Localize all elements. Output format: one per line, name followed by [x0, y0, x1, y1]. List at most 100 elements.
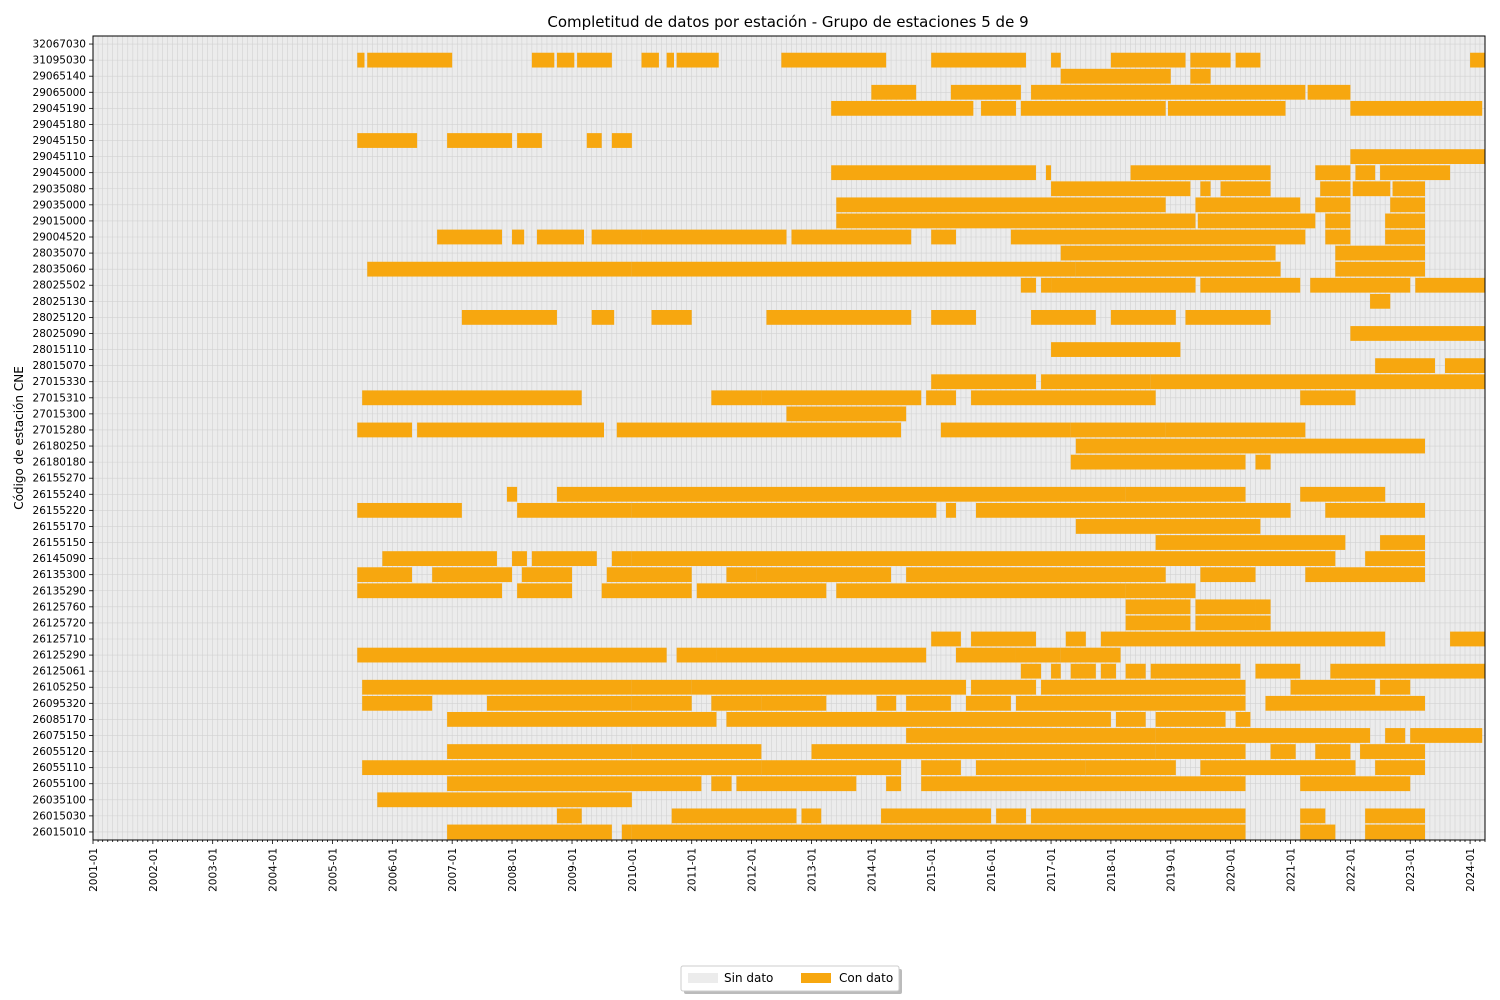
data-bar	[357, 133, 418, 148]
data-bar	[1255, 615, 1271, 631]
y-tick-label: 27015280	[33, 424, 86, 436]
data-bar	[1350, 326, 1485, 341]
data-bar	[1130, 165, 1271, 181]
data-bar	[876, 695, 897, 711]
data-bar	[437, 229, 503, 245]
y-axis-ticks: 32067030 31095030 29065140 29065000 29045190…	[33, 39, 93, 838]
data-bar	[1307, 84, 1351, 100]
x-tick-label: 2020-01	[1226, 848, 1238, 892]
data-bar	[641, 52, 659, 68]
data-bar	[1200, 567, 1256, 583]
data-bar	[1155, 712, 1226, 727]
x-tick-label: 2019-01	[1166, 848, 1178, 892]
data-bar	[1315, 744, 1351, 759]
data-bar	[1320, 181, 1351, 197]
x-tick-label: 2002-01	[148, 848, 160, 892]
data-bar	[357, 52, 365, 68]
x-tick-label: 2015-01	[926, 848, 938, 892]
data-bar	[1450, 631, 1485, 647]
data-bar	[1125, 583, 1196, 599]
y-tick-label: 29045150	[33, 135, 86, 147]
data-bar	[1375, 358, 1435, 374]
data-bar	[801, 808, 822, 824]
data-bar	[1110, 52, 1186, 68]
data-bar	[1150, 663, 1241, 679]
y-tick-label: 29004520	[33, 232, 86, 244]
data-bar	[517, 502, 632, 518]
data-bar	[940, 422, 1071, 438]
x-tick-label: 2024-01	[1465, 848, 1477, 892]
data-bar	[521, 567, 573, 583]
data-bar	[1235, 712, 1251, 727]
data-bar	[691, 679, 966, 695]
data-bar	[1125, 663, 1146, 679]
data-bar	[1075, 261, 1281, 277]
data-bar	[1352, 181, 1391, 197]
x-tick-label: 2009-01	[567, 848, 579, 892]
data-bar	[631, 744, 762, 759]
data-bar	[1380, 535, 1425, 550]
data-bar	[831, 165, 1036, 181]
y-tick-label: 29065000	[33, 87, 86, 99]
data-bar	[756, 567, 892, 583]
data-bar	[512, 551, 527, 566]
data-bar	[651, 310, 692, 325]
data-bar	[1355, 165, 1376, 181]
data-bar	[1115, 712, 1146, 727]
data-bar	[556, 486, 1126, 502]
y-axis-label: Código de estación CNE	[12, 366, 26, 510]
data-bar	[486, 695, 632, 711]
data-bar	[971, 679, 1036, 695]
data-bar	[1470, 52, 1485, 68]
data-bar	[791, 229, 912, 245]
data-bar	[1385, 213, 1425, 229]
data-bar	[591, 310, 615, 325]
data-bar	[761, 390, 922, 406]
data-bar	[1031, 310, 1096, 325]
data-bar	[1385, 728, 1406, 743]
data-bar	[1051, 52, 1061, 68]
y-tick-label: 26095320	[33, 698, 86, 710]
data-bar	[1155, 535, 1346, 550]
data-bar	[1255, 663, 1301, 679]
data-bar	[461, 310, 557, 325]
data-bar	[1020, 277, 1036, 293]
y-tick-label: 29015000	[33, 215, 86, 227]
x-tick-label: 2008-01	[507, 848, 519, 892]
data-bar	[1031, 808, 1246, 824]
data-bar	[716, 647, 927, 663]
data-bar	[1190, 68, 1211, 84]
y-tick-label: 26125061	[33, 666, 86, 678]
x-tick-label: 2003-01	[208, 848, 220, 892]
data-bar	[1195, 197, 1301, 213]
data-bar	[447, 133, 513, 148]
data-bar	[906, 695, 951, 711]
data-bar	[1155, 728, 1371, 743]
data-bar	[996, 808, 1026, 824]
data-bar	[1360, 744, 1425, 759]
data-bar	[1015, 647, 1061, 663]
data-bar	[696, 583, 827, 599]
data-bar	[1315, 165, 1351, 181]
data-bar	[711, 695, 762, 711]
data-bar	[447, 712, 717, 727]
data-bar	[1300, 808, 1326, 824]
data-bar	[1265, 695, 1425, 711]
data-bar	[726, 567, 757, 583]
data-bar	[1070, 422, 1166, 438]
x-tick-label: 2017-01	[1046, 848, 1058, 892]
y-tick-label: 28025120	[33, 312, 86, 324]
y-tick-label: 26180180	[33, 457, 86, 469]
data-bar	[606, 567, 692, 583]
data-bar	[616, 422, 902, 438]
legend-label-con-dato: Con dato	[839, 971, 893, 985]
data-bar	[1200, 277, 1301, 293]
data-bar	[836, 583, 1126, 599]
data-bar	[1392, 181, 1425, 197]
y-tick-label: 28035070	[33, 248, 86, 260]
data-bar	[971, 631, 1036, 647]
data-bar	[367, 261, 632, 277]
data-bar	[945, 502, 956, 518]
data-bar	[1031, 84, 1306, 100]
y-tick-label: 29045190	[33, 103, 86, 115]
